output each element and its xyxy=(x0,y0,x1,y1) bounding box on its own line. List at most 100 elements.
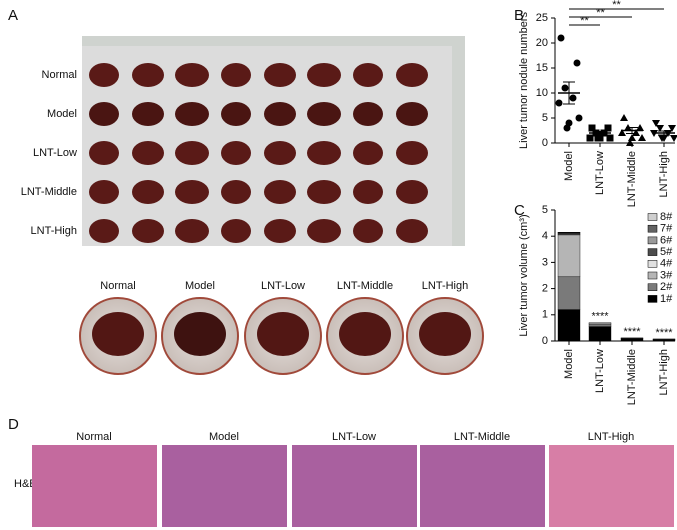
data-point xyxy=(620,114,628,121)
bar-segment xyxy=(620,337,644,339)
liver-sample xyxy=(89,102,119,126)
y-tick-label: 5 xyxy=(542,204,548,216)
x-tick-label: Model xyxy=(563,349,575,379)
close-up-label: Model xyxy=(185,280,215,292)
liver-sample xyxy=(221,102,251,126)
data-point xyxy=(670,135,677,142)
column-label: Normal xyxy=(76,431,111,443)
y-axis-label: Liver tumor volume (cm³) xyxy=(518,214,530,336)
data-point xyxy=(658,135,666,142)
liver-sample xyxy=(92,312,144,356)
liver-sample xyxy=(132,102,164,126)
data-point xyxy=(604,124,612,132)
legend-swatch xyxy=(647,295,658,303)
liver-sample xyxy=(419,312,471,356)
liver-sample xyxy=(264,141,296,165)
significance-label: ** xyxy=(612,0,621,11)
legend-label: 3# xyxy=(660,269,673,281)
legend-label: 5# xyxy=(660,246,673,258)
legend-swatch xyxy=(647,283,658,291)
row-label: LNT-High xyxy=(31,225,77,237)
liver-sample xyxy=(89,219,119,243)
close-up-label: LNT-High xyxy=(422,280,468,292)
legend-label: 4# xyxy=(660,258,673,270)
data-point xyxy=(569,94,577,102)
liver-sample xyxy=(221,141,251,165)
liver-sample xyxy=(264,102,296,126)
y-tick-label: 20 xyxy=(536,37,548,49)
legend-label: 7# xyxy=(660,223,673,235)
liver-sample xyxy=(132,63,164,87)
significance-label: ** xyxy=(596,7,605,19)
bar-segment xyxy=(620,338,644,342)
significance-label: ** xyxy=(580,15,589,27)
liver-sample xyxy=(132,219,164,243)
liver-sample xyxy=(221,63,251,87)
liver-sample xyxy=(396,141,428,165)
column-label: LNT-Middle xyxy=(454,431,510,443)
liver-sample xyxy=(257,312,309,356)
stain-label: H&E xyxy=(14,478,37,490)
data-point xyxy=(588,124,596,132)
bar-segment xyxy=(652,339,676,342)
panel-label: A xyxy=(8,7,18,24)
data-point xyxy=(632,129,640,136)
liver-sample xyxy=(307,180,341,204)
liver-sample xyxy=(396,102,428,126)
data-point xyxy=(573,59,581,67)
legend-label: 2# xyxy=(660,281,673,293)
data-point xyxy=(618,129,626,136)
y-axis-label: Liver tumor nodule numbers xyxy=(518,12,530,149)
histology-image xyxy=(32,445,157,527)
legend-swatch xyxy=(647,213,658,221)
bar-segment xyxy=(588,326,612,342)
data-point xyxy=(656,125,664,132)
liver-sample xyxy=(175,219,209,243)
liver-sample xyxy=(175,180,209,204)
liver-sample xyxy=(264,63,296,87)
panel-label: C xyxy=(514,202,525,219)
row-label: Normal xyxy=(42,69,77,81)
y-tick-label: 2 xyxy=(542,283,548,295)
bar-segment xyxy=(557,234,581,278)
legend-swatch xyxy=(647,260,658,268)
liver-sample xyxy=(307,141,341,165)
y-tick-label: 4 xyxy=(542,230,548,242)
close-up-label: LNT-Low xyxy=(261,280,305,292)
liver-sample xyxy=(353,180,383,204)
liver-sample xyxy=(396,219,428,243)
liver-sample xyxy=(89,63,119,87)
x-tick-label: LNT-Middle xyxy=(626,349,638,405)
significance-label: **** xyxy=(591,311,609,323)
column-label: Model xyxy=(209,431,239,443)
bar-segment xyxy=(557,309,581,342)
bar-segment xyxy=(652,338,676,340)
data-point xyxy=(668,125,676,132)
y-tick-label: 5 xyxy=(542,112,548,124)
histology-image xyxy=(292,445,417,527)
y-tick-label: 0 xyxy=(542,137,548,149)
x-tick-label: LNT-Low xyxy=(594,151,606,195)
x-tick-label: LNT-Middle xyxy=(626,151,638,207)
column-label: LNT-High xyxy=(588,431,634,443)
row-label: LNT-Low xyxy=(33,147,77,159)
legend-swatch xyxy=(647,248,658,256)
y-tick-label: 25 xyxy=(536,12,548,24)
legend-swatch xyxy=(647,271,658,280)
liver-sample xyxy=(132,141,164,165)
histology-image xyxy=(420,445,545,527)
liver-sample xyxy=(221,219,251,243)
liver-sample xyxy=(174,312,226,356)
histology-image xyxy=(162,445,287,527)
y-tick-label: 0 xyxy=(542,335,548,347)
liver-sample xyxy=(339,312,391,356)
liver-sample xyxy=(132,180,164,204)
bar-segment xyxy=(588,322,612,325)
ruler xyxy=(82,36,465,46)
y-tick-label: 1 xyxy=(542,309,548,321)
y-tick-label: 3 xyxy=(542,256,548,268)
x-tick-label: Model xyxy=(563,151,575,181)
liver-sample xyxy=(353,219,383,243)
x-tick-label: LNT-Low xyxy=(594,349,606,393)
data-point xyxy=(606,134,614,142)
